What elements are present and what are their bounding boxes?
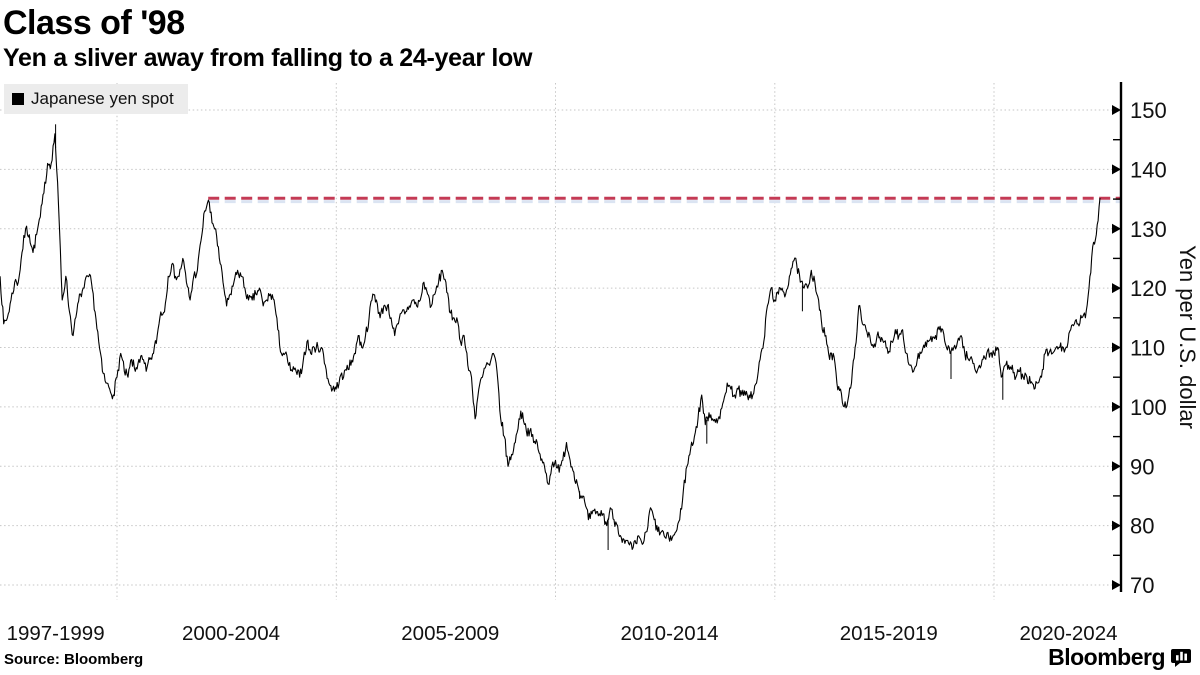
legend-swatch-icon (12, 93, 24, 105)
chart-canvas: 70 80 90 100 110 120 130 140 150 1997-1999 2000-20… (0, 82, 1200, 645)
chart-title: Class of '98 (3, 4, 185, 42)
y-tick-label: 80 (1130, 514, 1154, 539)
x-tick-label: 2010-2014 (620, 622, 718, 645)
y-major-tick (1112, 164, 1121, 175)
y-major-tick (1112, 580, 1121, 590)
y-tick-label: 110 (1130, 336, 1165, 361)
bloomberg-logo: Bloomberg (1048, 644, 1192, 671)
x-tick-label: 2005-2009 (401, 622, 499, 645)
legend: Japanese yen spot (4, 84, 188, 114)
y-tick-label: 120 (1130, 276, 1167, 301)
y-major-tick (1112, 223, 1121, 234)
legend-label: Japanese yen spot (31, 89, 174, 108)
y-major-tick (1112, 283, 1121, 294)
x-tick-label: 2015-2019 (840, 622, 938, 645)
y-axis-title: Yen per U.S. dollar (1175, 245, 1200, 429)
chart-subtitle: Yen a sliver away from falling to a 24-y… (3, 44, 533, 72)
series-line (0, 133, 1101, 550)
x-tick-label: 2020-2024 (1019, 622, 1117, 645)
source-note: Source: Bloomberg (4, 651, 144, 668)
x-tick-label: 1997-1999 (7, 622, 105, 645)
y-tick-label: 90 (1130, 454, 1154, 479)
y-major-tick (1112, 105, 1121, 115)
y-major-tick (1112, 342, 1121, 353)
x-tick-label: 2000-2004 (182, 622, 280, 645)
bloomberg-logo-text: Bloomberg (1048, 644, 1165, 670)
y-major-tick (1112, 401, 1121, 412)
y-tick-label: 100 (1130, 395, 1167, 420)
bloomberg-terminal-icon (1171, 648, 1191, 667)
y-major-tick (1112, 461, 1121, 472)
y-tick-label: 150 (1130, 98, 1167, 123)
y-tick-label: 140 (1130, 157, 1167, 182)
y-major-tick (1112, 520, 1121, 531)
y-tick-label: 70 (1130, 573, 1154, 598)
y-tick-label: 130 (1130, 217, 1167, 242)
